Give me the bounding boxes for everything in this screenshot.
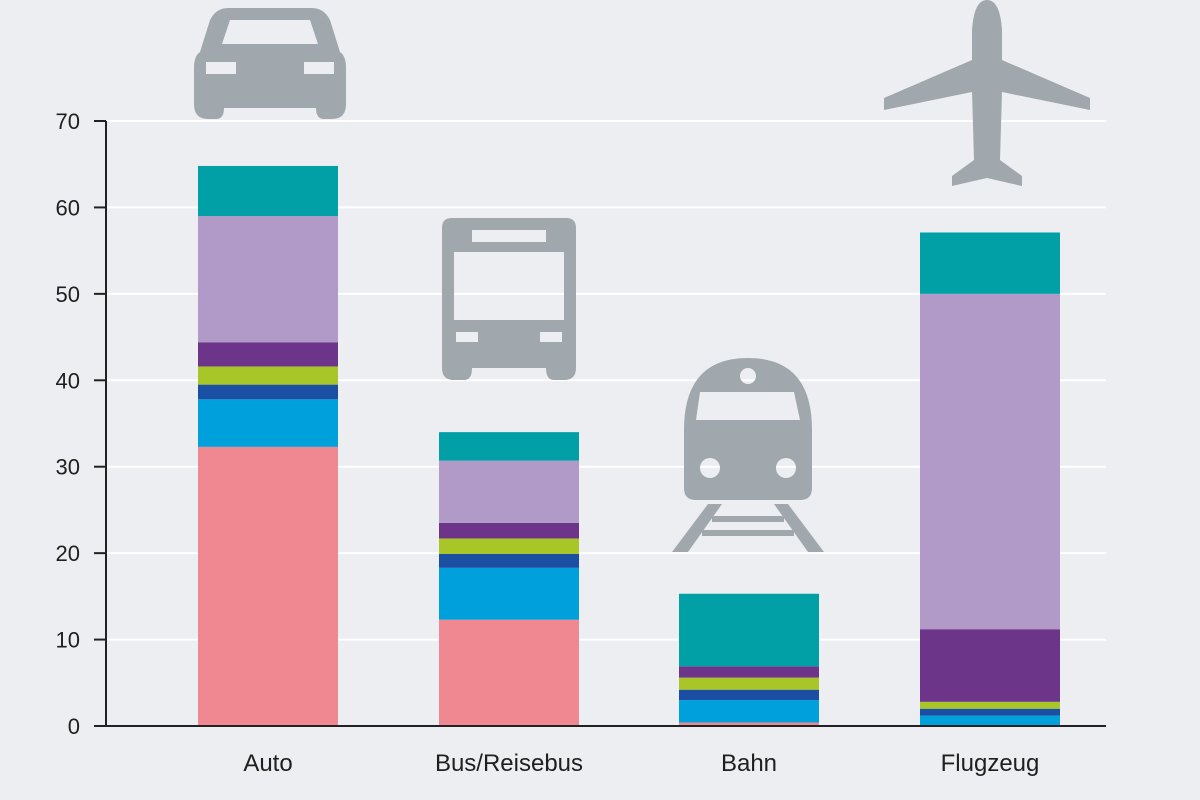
bar-segment-flugzeug-6: [920, 232, 1060, 294]
bar-segment-flugzeug-5: [920, 293, 1060, 630]
bus-icon: [442, 218, 576, 380]
bar-segment-bus-reisebus-6: [439, 432, 579, 461]
y-tick-labels: 0 10 20 30 40 50 60 70: [56, 109, 80, 739]
bar-segment-auto-3: [198, 366, 338, 385]
bar-segment-bus-reisebus-3: [439, 538, 579, 555]
bar-segment-bus-reisebus-1: [439, 567, 579, 620]
category-label: Bus/Reisebus: [435, 750, 583, 777]
y-tick-label: 30: [56, 455, 80, 480]
y-tick-label: 60: [56, 195, 80, 220]
bar-segment-bahn-2: [679, 689, 819, 701]
bar-segment-bus-reisebus-2: [439, 554, 579, 568]
bar-segment-bus-reisebus-0: [439, 619, 579, 726]
y-tick-label: 40: [56, 368, 80, 393]
category-label: Bahn: [721, 750, 777, 777]
y-tick-label: 50: [56, 282, 80, 307]
bar-segment-bahn-6: [679, 593, 819, 667]
bar-segment-flugzeug-4: [920, 629, 1060, 702]
y-tick-label: 10: [56, 628, 80, 653]
bar-segment-bahn-1: [679, 700, 819, 723]
bar-segment-flugzeug-3: [920, 701, 1060, 709]
y-tick-label: 0: [68, 714, 80, 739]
bars: [198, 165, 1060, 726]
bar-segment-bus-reisebus-4: [439, 522, 579, 539]
category-labels: Auto Bus/Reisebus Bahn Flugzeug: [243, 750, 1039, 777]
bar-segment-auto-1: [198, 399, 338, 447]
bar-segment-auto-5: [198, 216, 338, 343]
bar-segment-bahn-0: [679, 722, 819, 726]
bar-segment-auto-0: [198, 446, 338, 726]
bar-segment-auto-2: [198, 384, 338, 400]
bar-segment-auto-4: [198, 342, 338, 367]
airplane-icon: [884, 0, 1090, 186]
bar-segment-auto-6: [198, 165, 338, 217]
bar-segment-flugzeug-1: [920, 715, 1060, 726]
bar-segment-bus-reisebus-5: [439, 460, 579, 523]
bar-segment-bahn-4: [679, 666, 819, 678]
bar-segment-flugzeug-2: [920, 708, 1060, 716]
y-tick-label: 20: [56, 541, 80, 566]
train-icon: [672, 358, 824, 552]
bar-segment-bahn-3: [679, 677, 819, 690]
y-tick-label: 70: [56, 109, 80, 134]
axes: [94, 120, 1106, 727]
category-label: Flugzeug: [941, 750, 1040, 777]
category-label: Auto: [243, 750, 292, 777]
car-icon: [194, 8, 346, 119]
